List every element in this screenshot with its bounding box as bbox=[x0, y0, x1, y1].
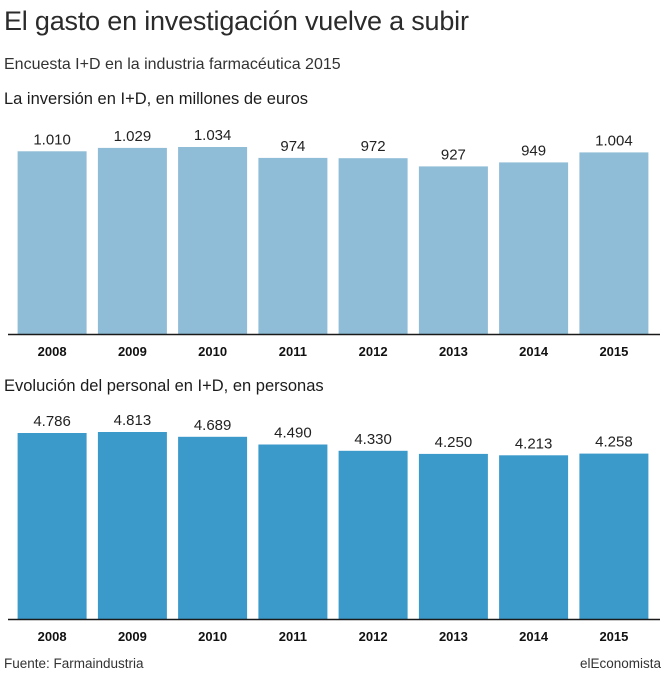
bar-2009 bbox=[97, 432, 167, 619]
data-label-2011: 974 bbox=[280, 138, 305, 155]
data-label-2008: 4.786 bbox=[33, 413, 71, 430]
data-label-2013: 927 bbox=[441, 146, 466, 163]
data-label-2010: 1.034 bbox=[194, 127, 232, 144]
bar-2012 bbox=[338, 450, 408, 619]
x-tick-label-2015: 2015 bbox=[599, 344, 628, 359]
x-tick-label-2011: 2011 bbox=[279, 344, 307, 359]
bar-2014 bbox=[499, 455, 569, 619]
x-tick-label-2012: 2012 bbox=[359, 344, 388, 359]
bar-2012 bbox=[338, 158, 408, 334]
x-tick-label-2014: 2014 bbox=[519, 344, 549, 359]
bar-2008 bbox=[17, 151, 87, 334]
staff-chart-title: Evolución del personal en I+D, en person… bbox=[4, 377, 324, 395]
x-tick-label-2009: 2009 bbox=[118, 344, 147, 359]
x-tick-label-2012: 2012 bbox=[359, 629, 388, 644]
bar-2015 bbox=[579, 152, 649, 334]
x-tick-label-2014: 2014 bbox=[519, 629, 549, 644]
brand-logo: elEconomista bbox=[579, 656, 661, 671]
x-tick-label-2008: 2008 bbox=[38, 344, 67, 359]
data-label-2010: 4.689 bbox=[194, 417, 232, 434]
x-tick-label-2010: 2010 bbox=[198, 629, 227, 644]
x-tick-label-2008: 2008 bbox=[38, 629, 67, 644]
bar-2008 bbox=[17, 433, 87, 619]
investment-bar-chart: 1.010 2008 1.029 2009 1.034 2010 974 2011 972 201… bbox=[8, 127, 660, 359]
x-tick-label-2011: 2011 bbox=[279, 629, 307, 644]
data-label-2012: 4.330 bbox=[354, 431, 392, 448]
bar-2011 bbox=[258, 444, 328, 619]
data-label-2012: 972 bbox=[361, 138, 386, 155]
x-tick-label-2010: 2010 bbox=[198, 344, 227, 359]
bar-2013 bbox=[418, 166, 488, 334]
bar-2013 bbox=[418, 453, 488, 619]
bar-2014 bbox=[499, 162, 569, 334]
bar-2011 bbox=[258, 157, 328, 334]
bar-2015 bbox=[579, 453, 649, 619]
x-tick-label-2013: 2013 bbox=[439, 629, 468, 644]
data-label-2008: 1.010 bbox=[33, 131, 71, 148]
data-label-2014: 4.213 bbox=[515, 435, 553, 452]
data-label-2015: 4.258 bbox=[595, 434, 633, 451]
data-label-2013: 4.250 bbox=[435, 434, 473, 451]
page-subtitle: Encuesta I+D en la industria farmacéutic… bbox=[4, 56, 341, 73]
bar-2009 bbox=[97, 147, 167, 334]
bar-2010 bbox=[178, 147, 248, 334]
data-label-2009: 4.813 bbox=[114, 412, 152, 429]
staff-bar-chart: 4.786 2008 4.813 2009 4.689 2010 4.490 2011 4.33… bbox=[8, 412, 660, 644]
data-label-2011: 4.490 bbox=[274, 425, 312, 442]
data-label-2015: 1.004 bbox=[595, 132, 633, 149]
x-tick-label-2013: 2013 bbox=[439, 344, 468, 359]
data-label-2009: 1.029 bbox=[114, 128, 152, 145]
source-note: Fuente: Farmaindustria bbox=[4, 656, 144, 671]
data-label-2014: 949 bbox=[521, 142, 546, 159]
investment-chart-title: La inversión en I+D, en millones de euro… bbox=[4, 90, 309, 108]
page-title: El gasto en investigación vuelve a subir bbox=[4, 6, 469, 36]
x-tick-label-2009: 2009 bbox=[118, 629, 147, 644]
bar-2010 bbox=[178, 436, 248, 619]
x-tick-label-2015: 2015 bbox=[599, 629, 628, 644]
